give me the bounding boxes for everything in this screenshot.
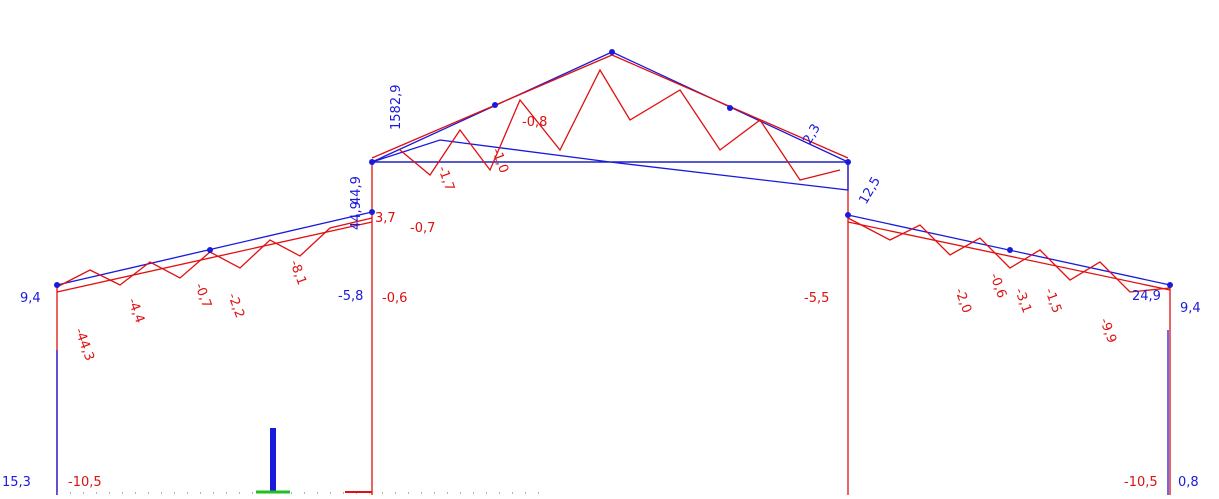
label: -9,9: [1096, 316, 1119, 345]
label: -5,5: [804, 291, 829, 306]
label: -2,0: [951, 286, 974, 315]
label: 2,3: [800, 122, 823, 147]
label: 12,5: [856, 174, 883, 207]
label: -2,2: [224, 291, 247, 320]
label: -0,8: [522, 115, 547, 130]
label: -0,6: [382, 291, 407, 306]
label: -8,1: [286, 258, 309, 287]
label: 1582,9: [389, 85, 404, 131]
label: -3,1: [1011, 286, 1034, 315]
label: 44,9: [349, 176, 364, 205]
label: 9,4: [20, 291, 41, 306]
label: 9,4: [1180, 301, 1201, 316]
labels: 9,4 15,3 -10,5 -5,8 -0,6 -5,5 -10,5 0,8 …: [2, 85, 1201, 491]
label: 44,9: [349, 201, 364, 230]
label: 15,3: [2, 475, 31, 490]
label: -0,6: [986, 271, 1009, 300]
label: -1,7: [434, 164, 457, 193]
label: -10,5: [68, 475, 102, 490]
label: -5,8: [338, 289, 363, 304]
label: -1,0: [488, 146, 511, 175]
structure: [54, 49, 1173, 495]
label: -0,7: [191, 281, 214, 310]
label: -1,5: [1041, 286, 1064, 315]
label: 24,9: [1132, 289, 1161, 304]
label: -4,4: [124, 296, 147, 325]
label: -44,3: [71, 326, 97, 363]
frame-diagram: 9,4 15,3 -10,5 -5,8 -0,6 -5,5 -10,5 0,8 …: [0, 0, 1219, 499]
label: -0,7: [410, 221, 435, 236]
label: 0,8: [1178, 475, 1199, 490]
label: 3,7: [375, 211, 396, 226]
label: -10,5: [1124, 475, 1158, 490]
